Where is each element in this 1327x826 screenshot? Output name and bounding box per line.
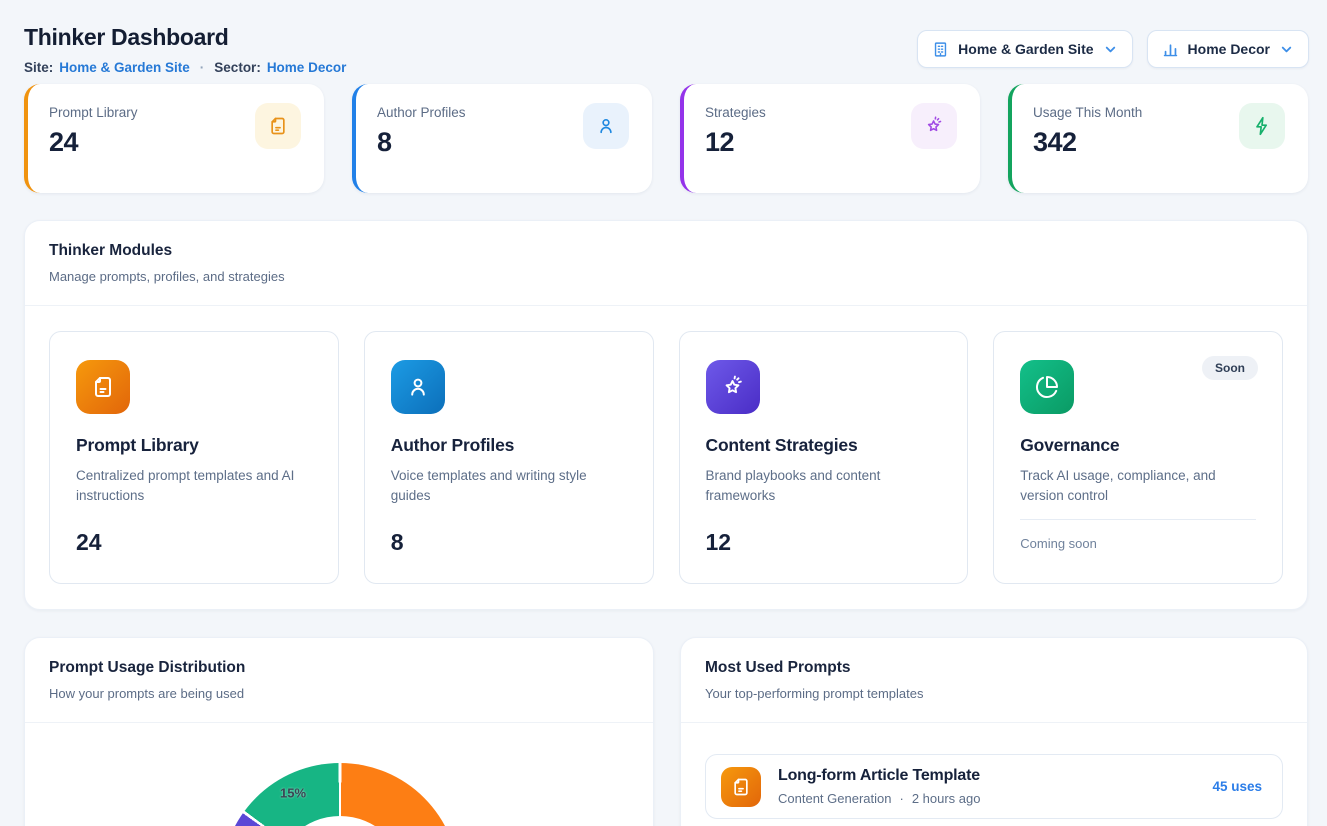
user-icon <box>583 103 629 149</box>
prompts-panel-header: Most Used Prompts Your top-performing pr… <box>681 638 1307 701</box>
module-title: Prompt Library <box>76 435 199 455</box>
sector-selector-dropdown[interactable]: Home Decor <box>1146 30 1309 68</box>
usage-panel-header: Prompt Usage Distribution How your promp… <box>25 638 653 701</box>
header-selectors: Home & Garden Site Home Decor <box>917 30 1309 68</box>
stat-value: 12 <box>705 127 735 157</box>
sparkle-star-icon <box>911 103 957 149</box>
prompt-item-title: Long-form Article Template <box>778 767 980 784</box>
chevron-down-icon <box>1103 42 1118 57</box>
thinker-modules-panel: Thinker Modules Manage prompts, profiles… <box>24 220 1308 610</box>
pie-chart-icon <box>1020 360 1075 414</box>
breadcrumb: Site: Home & Garden Site · Sector: Home … <box>24 60 346 75</box>
prompts-panel-title: Most Used Prompts <box>705 659 851 676</box>
user-icon <box>390 360 445 414</box>
breadcrumb-separator: · <box>199 60 205 75</box>
divider <box>25 722 653 723</box>
bar-chart-icon <box>1162 41 1179 58</box>
donut-slice-label: 15% <box>279 785 307 801</box>
prompt-item-meta: Content Generation · 2 hours ago <box>778 791 1212 806</box>
module-title: Content Strategies <box>705 435 858 455</box>
stat-card-strategies: Strategies 12 <box>680 84 980 193</box>
most-used-prompts-panel: Most Used Prompts Your top-performing pr… <box>680 637 1308 826</box>
stat-label: Strategies <box>705 105 766 120</box>
sector-selector-label: Home Decor <box>1187 41 1270 57</box>
document-icon <box>721 766 761 807</box>
module-card-content-strategies[interactable]: Content Strategies Brand playbooks and c… <box>678 331 969 584</box>
stat-value: 24 <box>49 127 79 157</box>
divider <box>681 722 1307 723</box>
page-title: Thinker Dashboard <box>24 24 229 50</box>
coming-soon-label: Coming soon <box>1020 536 1097 551</box>
module-description: Brand playbooks and content frameworks <box>705 468 881 503</box>
module-card-governance[interactable]: Soon Governance Track AI usage, complian… <box>993 331 1283 584</box>
stat-label: Prompt Library <box>49 105 138 120</box>
prompt-list-item[interactable]: Long-form Article Template Content Gener… <box>705 754 1283 819</box>
prompt-item-category: Content Generation <box>778 791 892 806</box>
module-grid: Prompt Library Centralized prompt templa… <box>25 306 1307 584</box>
prompts-panel-subtitle: Your top-performing prompt templates <box>705 686 924 701</box>
building-icon <box>932 41 949 58</box>
stat-label: Usage This Month <box>1033 105 1143 120</box>
modules-panel-subtitle: Manage prompts, profiles, and strategies <box>49 269 285 284</box>
prompt-item-text: Long-form Article Template Content Gener… <box>778 767 1212 806</box>
module-description: Voice templates and writing style guides <box>390 468 587 503</box>
divider <box>1020 519 1256 520</box>
zap-icon <box>1239 103 1285 149</box>
module-card-author-profiles[interactable]: Author Profiles Voice templates and writ… <box>363 331 654 584</box>
prompt-list: Long-form Article Template Content Gener… <box>681 723 1307 819</box>
stat-value: 342 <box>1033 127 1077 157</box>
module-count: 24 <box>76 529 102 555</box>
soon-badge: Soon <box>1202 356 1258 380</box>
sector-link[interactable]: Home Decor <box>266 60 347 75</box>
usage-donut-chart: 15% <box>221 763 459 826</box>
module-description: Track AI usage, compliance, and version … <box>1020 468 1216 503</box>
chevron-down-icon <box>1279 42 1294 57</box>
prompt-usage-panel: Prompt Usage Distribution How your promp… <box>24 637 654 826</box>
module-description: Centralized prompt templates and AI inst… <box>76 468 295 503</box>
divider <box>25 305 1307 306</box>
site-selector-label: Home & Garden Site <box>958 41 1094 57</box>
site-selector-dropdown[interactable]: Home & Garden Site <box>917 30 1133 68</box>
document-icon <box>255 103 301 149</box>
modules-panel-header: Thinker Modules Manage prompts, profiles… <box>25 221 1307 284</box>
modules-panel-title: Thinker Modules <box>49 242 173 259</box>
module-title: Author Profiles <box>390 435 515 455</box>
module-title: Governance <box>1020 435 1120 455</box>
prompt-item-time: 2 hours ago <box>911 791 981 806</box>
usage-panel-title: Prompt Usage Distribution <box>49 659 246 676</box>
meta-separator: · <box>899 791 904 806</box>
stat-value: 8 <box>377 127 392 157</box>
module-card-prompt-library[interactable]: Prompt Library Centralized prompt templa… <box>49 331 339 584</box>
sparkle-star-icon <box>705 360 760 414</box>
site-link[interactable]: Home & Garden Site <box>59 60 190 75</box>
usage-panel-subtitle: How your prompts are being used <box>49 686 245 701</box>
module-count: 12 <box>705 529 732 555</box>
stat-label: Author Profiles <box>377 105 466 120</box>
prompt-item-uses-badge: 45 uses <box>1212 779 1262 794</box>
stat-card-prompt-library: Prompt Library 24 <box>24 84 324 193</box>
module-count: 8 <box>390 529 404 555</box>
stat-card-usage: Usage This Month 342 <box>1008 84 1308 193</box>
document-icon <box>76 360 130 414</box>
site-label: Site: <box>24 60 54 75</box>
stat-card-author-profiles: Author Profiles 8 <box>352 84 652 193</box>
sector-label: Sector: <box>214 60 261 75</box>
